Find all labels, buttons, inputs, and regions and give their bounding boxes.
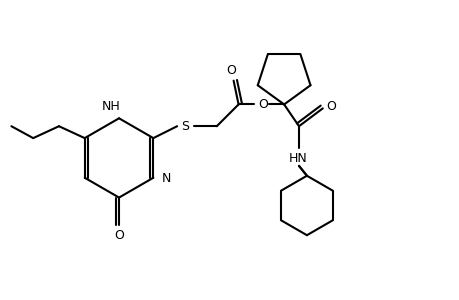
- Text: O: O: [114, 229, 124, 242]
- Text: O: O: [325, 100, 335, 113]
- Text: S: S: [181, 120, 189, 133]
- Text: N: N: [161, 172, 171, 185]
- Text: HN: HN: [288, 152, 307, 165]
- Text: O: O: [226, 64, 236, 77]
- Text: NH: NH: [101, 100, 120, 113]
- Text: O: O: [258, 98, 268, 111]
